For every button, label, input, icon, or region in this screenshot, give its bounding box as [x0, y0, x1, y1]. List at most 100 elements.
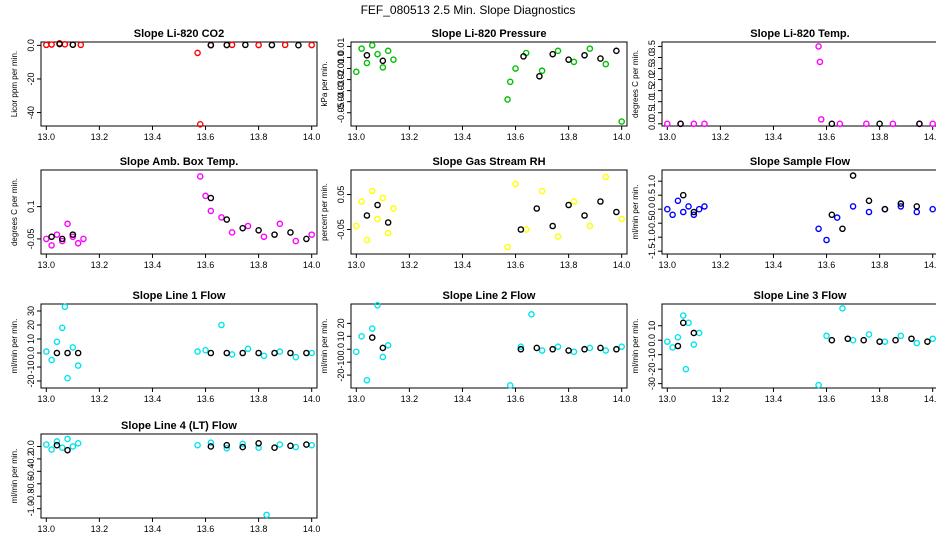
panel-title: Slope Li-820 Temp.	[750, 28, 849, 40]
data-point-a	[64, 374, 71, 382]
panel-title: Slope Sample Flow	[750, 156, 851, 168]
data-point-b	[916, 120, 923, 128]
x-tick-label: 13.6	[197, 394, 215, 404]
data-point-a	[263, 511, 270, 519]
y-tick-label: -1.5	[647, 243, 657, 259]
y-tick-label: -0.6	[26, 476, 36, 492]
data-point-a	[929, 120, 936, 128]
data-point-b	[268, 41, 276, 49]
x-tick-label: 13.0	[348, 132, 366, 142]
data-point-b	[207, 41, 215, 49]
data-point-b	[897, 200, 905, 207]
y-tick-label: 0.0	[26, 39, 36, 52]
x-tick-label: 13.0	[38, 394, 56, 404]
data-point-b	[881, 205, 889, 213]
y-axis-label: ml/min per min.	[320, 319, 329, 374]
data-point-a	[929, 205, 936, 213]
y-tick-label: -1.0	[26, 501, 36, 517]
data-point-a	[223, 445, 231, 452]
data-point-a	[353, 68, 360, 76]
data-point-b	[613, 208, 620, 216]
data-point-a	[602, 347, 610, 354]
x-tick-label: 13.4	[144, 524, 162, 534]
data-point-a	[368, 42, 376, 49]
data-point-a	[586, 344, 594, 352]
y-tick-label: 2.0	[647, 73, 657, 86]
panel-9: Slope Line 3 Flow 13.0 13.2 13.4 13.6 13.8 14.…	[631, 290, 936, 404]
data-point-a	[244, 222, 252, 230]
data-point-a	[849, 203, 857, 210]
x-tick-label: 13.8	[250, 524, 268, 534]
y-tick-label: -10	[26, 360, 36, 373]
data-point-b	[860, 336, 867, 344]
data-point-a	[602, 173, 610, 181]
data-point-a	[839, 305, 846, 312]
data-point-b	[74, 349, 82, 357]
data-point-a	[664, 120, 671, 128]
y-tick-label: -0.05	[26, 229, 36, 250]
data-point-b	[255, 349, 262, 357]
data-point-a	[538, 187, 546, 195]
data-point-a	[53, 438, 61, 445]
y-tick-label: 20	[26, 320, 36, 330]
data-point-b	[849, 172, 857, 179]
data-point-a	[528, 311, 535, 318]
data-point-b	[533, 205, 541, 212]
data-point-a	[504, 243, 511, 251]
data-point-a	[586, 222, 594, 230]
y-tick-label: -10	[336, 356, 346, 369]
data-point-b	[48, 233, 55, 241]
data-point-a	[74, 239, 82, 247]
data-point-b	[379, 344, 387, 352]
data-point-b	[287, 442, 294, 450]
data-point-a	[276, 220, 284, 228]
data-point-b	[53, 441, 61, 449]
plot-frame	[40, 169, 318, 255]
x-tick-label: 13.4	[144, 394, 162, 404]
y-tick-label: -20	[26, 72, 36, 85]
y-tick-label: -0.2	[26, 451, 36, 467]
data-point-a	[849, 336, 857, 344]
x-tick-label: 13.2	[712, 394, 730, 404]
data-point-b	[679, 319, 687, 327]
data-point-b	[271, 349, 278, 357]
data-point-a	[260, 233, 268, 241]
data-point-a	[618, 118, 625, 125]
data-point-b	[242, 41, 249, 49]
data-point-a	[196, 121, 204, 128]
y-tick-label: 20	[336, 318, 346, 328]
x-tick-label: 13.2	[91, 132, 109, 142]
y-tick-label: -0.05	[336, 219, 346, 240]
x-tick-label: 14.0	[613, 260, 631, 270]
x-tick-label: 14.0	[924, 260, 936, 270]
panel-8: Slope Line 2 Flow 13.0 13.2 13.4 13.6 13.8 14.…	[320, 290, 630, 404]
data-point-a	[618, 343, 625, 350]
panel-10: Slope Line 4 (LT) Flow 13.0 13.2 13.4 13.6 13…	[10, 420, 320, 534]
data-point-a	[363, 236, 371, 244]
x-tick-label: 14.0	[924, 394, 936, 404]
data-point-b	[207, 443, 215, 450]
data-point-a	[228, 41, 236, 49]
data-point-a	[207, 207, 215, 215]
data-point-b	[223, 349, 231, 357]
data-point-b	[828, 336, 836, 344]
panel-3: Slope Li-820 Temp. 13.0 13.2 13.4 13.6 13.8 14…	[631, 28, 936, 142]
x-tick-label: 13.4	[765, 260, 783, 270]
data-point-a	[207, 439, 215, 447]
x-tick-label: 13.2	[401, 132, 419, 142]
y-tick-label: -10	[647, 348, 657, 361]
data-point-a	[363, 376, 371, 384]
x-tick-label: 13.0	[38, 524, 56, 534]
data-point-a	[517, 343, 525, 350]
data-point-b	[597, 55, 604, 62]
data-point-a	[74, 362, 82, 369]
y-tick-label: 0.0	[336, 343, 346, 356]
data-point-a	[512, 180, 519, 188]
plot-frame	[40, 41, 318, 127]
data-point-a	[77, 41, 85, 49]
panel-title: Slope Li-820 CO2	[134, 28, 224, 40]
data-point-a	[815, 43, 822, 50]
data-point-b	[876, 120, 883, 128]
data-point-a	[43, 41, 50, 49]
